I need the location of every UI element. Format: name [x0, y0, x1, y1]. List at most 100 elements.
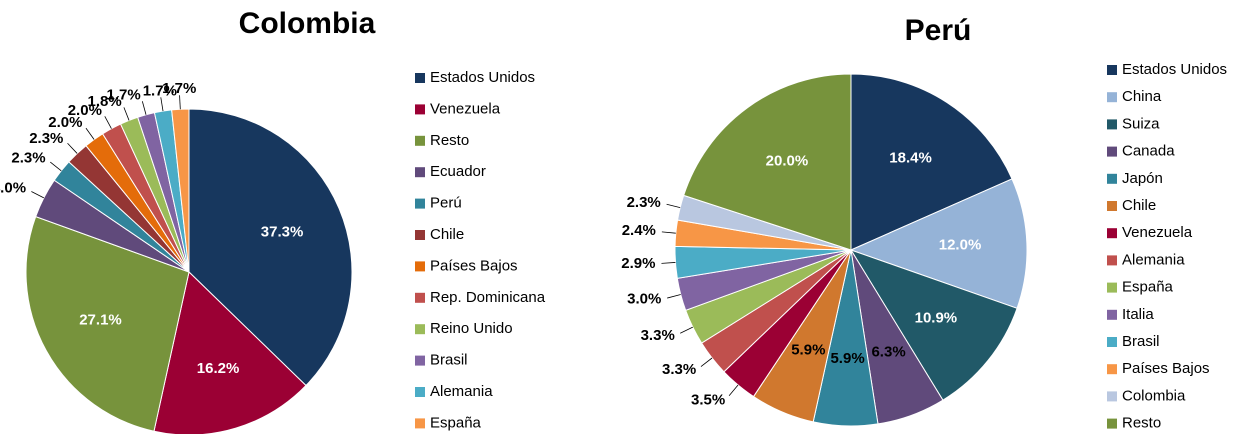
chart-title: Colombia: [239, 7, 376, 40]
data-label: 3.3%: [662, 361, 696, 378]
legend-swatch: [415, 355, 425, 366]
leader-line: [680, 326, 693, 334]
legend-label: Colombia: [1122, 387, 1186, 404]
leader-line: [661, 262, 676, 264]
data-label: 37.3%: [261, 224, 304, 241]
legend-label: Estados Unidos: [1122, 61, 1227, 78]
data-label: 20.0%: [766, 153, 809, 170]
legend-label: Estados Unidos: [430, 69, 535, 86]
leader-line: [141, 101, 147, 115]
leader-line: [179, 95, 181, 110]
legend-label: España: [1122, 279, 1174, 296]
leader-line: [31, 191, 45, 199]
data-label: 2.4%: [622, 222, 656, 239]
legend-label: Ecuador: [430, 163, 486, 180]
pie-slice: [850, 73, 1013, 251]
legend-swatch: [415, 292, 425, 303]
legend-swatch: [1107, 173, 1117, 184]
leader-line: [50, 161, 62, 172]
legend-label: Países Bajos: [430, 257, 518, 274]
legend-swatch: [1107, 309, 1117, 320]
leader-line: [667, 294, 681, 299]
data-label: 1.7%: [107, 86, 141, 103]
data-label: 12.0%: [939, 237, 982, 254]
data-label: 5.9%: [791, 341, 825, 358]
legend-swatch: [1107, 228, 1117, 239]
legend-swatch: [1107, 146, 1117, 157]
data-label: 27.1%: [79, 312, 122, 329]
legend-swatch: [415, 387, 425, 397]
data-label: 3.0%: [627, 291, 661, 308]
pie-slice: [849, 178, 1028, 309]
leader-line: [700, 357, 713, 367]
legend-swatch: [1107, 391, 1117, 402]
data-label: 2.3%: [11, 149, 45, 166]
legend-swatch: [415, 104, 425, 115]
data-label: 5.9%: [830, 350, 864, 367]
legend-swatch: [1107, 418, 1117, 429]
legend-swatch: [1107, 65, 1117, 75]
legend-label: Países Bajos: [1122, 360, 1210, 377]
leader-line: [160, 97, 164, 112]
legend-label: Resto: [430, 132, 469, 149]
legend-swatch: [1107, 92, 1117, 103]
data-label: 2.3%: [627, 194, 661, 211]
legend-label: Alemania: [1122, 251, 1185, 268]
legend-swatch: [1107, 364, 1117, 375]
legend-label: Brasil: [430, 352, 468, 369]
legend-label: Venezuela: [1122, 224, 1193, 241]
data-label: 10.9%: [915, 310, 958, 327]
leader-line: [666, 203, 681, 209]
chart-title: Perú: [905, 14, 972, 47]
leader-line: [123, 107, 130, 121]
legend-swatch: [1107, 282, 1117, 293]
legend-label: Alemania: [430, 383, 493, 400]
pie-slice: [849, 249, 1018, 401]
data-label: 2.9%: [621, 255, 655, 272]
legend-swatch: [415, 167, 425, 178]
legend-label: Venezuela: [430, 100, 501, 117]
data-label: 1.7%: [143, 82, 177, 99]
legend-label: Resto: [1122, 415, 1161, 432]
legend-swatch: [415, 418, 425, 429]
legend-label: Perú: [430, 195, 462, 212]
legend-swatch: [1107, 119, 1117, 130]
legend-swatch: [415, 230, 425, 240]
data-label: 3.3%: [641, 327, 675, 344]
legend-swatch: [1107, 201, 1117, 211]
data-label: 6.3%: [871, 343, 905, 360]
legend-swatch: [415, 324, 425, 335]
legend-swatch: [1107, 337, 1117, 347]
legend-label: Reino Unido: [430, 320, 513, 337]
legend-label: Japón: [1122, 170, 1163, 187]
legend-swatch: [1107, 255, 1117, 266]
legend-label: Rep. Dominicana: [430, 289, 546, 306]
legend-label: China: [1122, 88, 1162, 105]
legend-label: Chile: [1122, 197, 1156, 214]
leader-line: [85, 127, 95, 140]
legend-swatch: [415, 198, 425, 209]
data-label: 4.0%: [0, 180, 26, 197]
leader-line: [661, 231, 676, 234]
data-label: 16.2%: [197, 360, 240, 377]
data-label: 3.5%: [691, 391, 725, 408]
pie-slice: [25, 215, 190, 432]
leader-line: [728, 384, 739, 396]
legend-label: Chile: [430, 226, 464, 243]
data-label: 2.3%: [29, 130, 63, 147]
legend-label: España: [430, 414, 482, 431]
leader-line: [67, 142, 78, 154]
data-label: 2.0%: [48, 114, 82, 131]
legend-label: Suiza: [1122, 115, 1160, 132]
legend-label: Brasil: [1122, 333, 1160, 350]
data-label: 1.7%: [162, 80, 196, 97]
legend-label: Italia: [1122, 306, 1154, 323]
legend-swatch: [415, 135, 425, 146]
data-label: 1.8%: [87, 93, 121, 110]
data-label: 18.4%: [889, 150, 932, 167]
legend-swatch: [415, 261, 425, 272]
pie-slice: [188, 108, 353, 387]
leader-line: [104, 116, 112, 129]
legend-swatch: [415, 73, 425, 83]
